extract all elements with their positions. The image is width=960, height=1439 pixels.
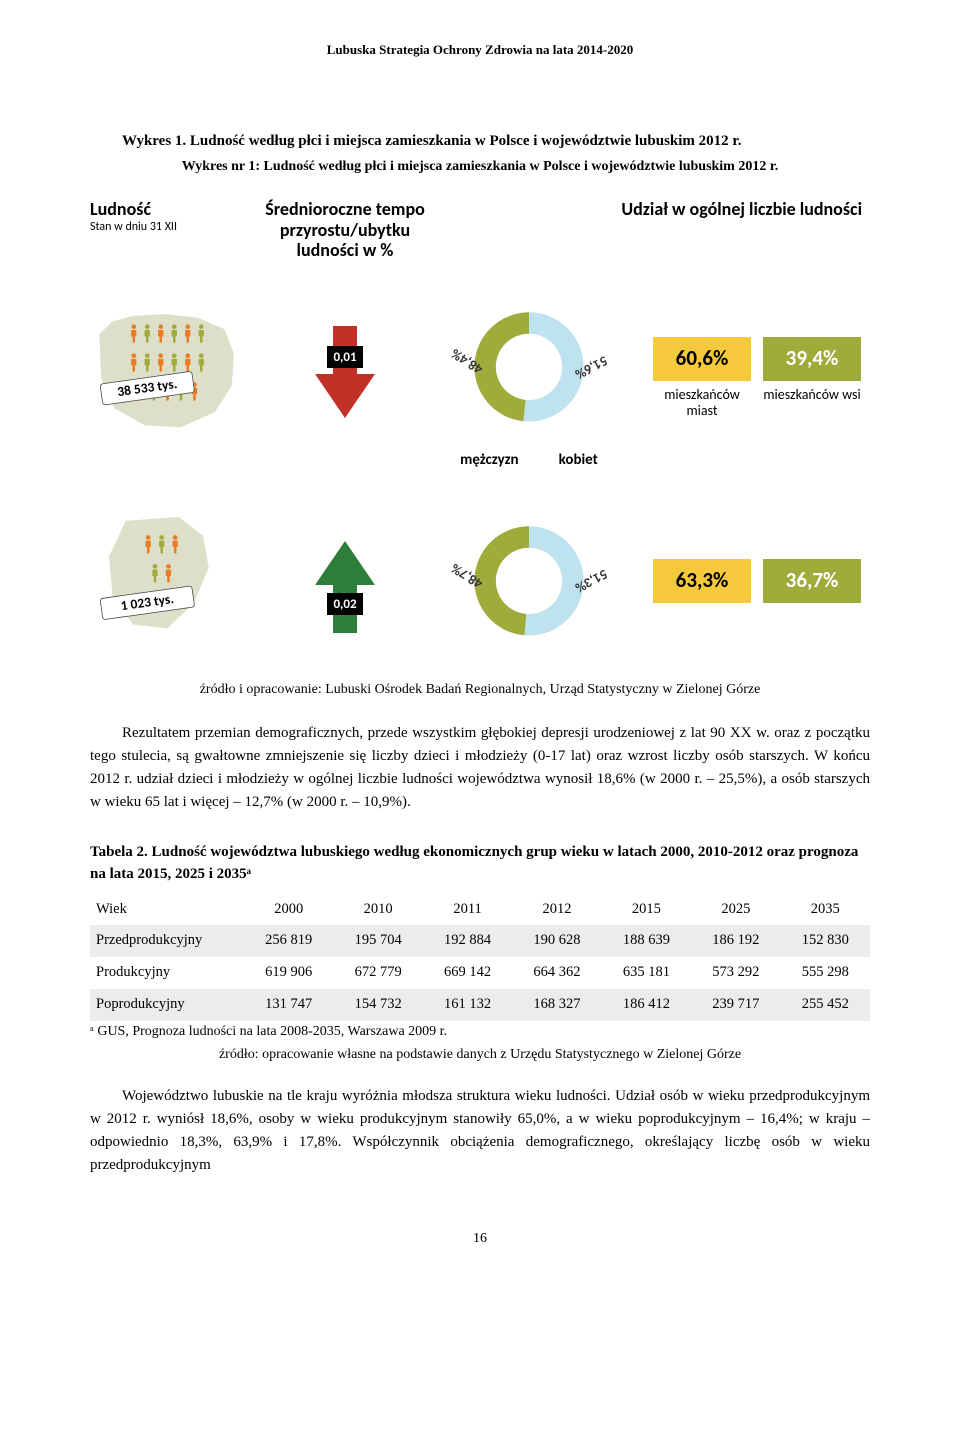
figure-subcaption: Wykres nr 1: Ludność według płci i miejs… <box>90 156 870 177</box>
table-cell: 154 732 <box>333 989 422 1021</box>
infographic-rows: 38 533 tys. 0,01 48,4%51,6% mężczyzn kobiet 6… <box>90 285 870 663</box>
population-table: Wiek2000201020112012201520252035 Przedpr… <box>90 894 870 1021</box>
table-header-cell: 2025 <box>691 894 780 926</box>
urban-rural-boxes: 60,6% 39,4% mieszkańców miast mieszkańców w… <box>653 337 863 419</box>
svg-text:0,02: 0,02 <box>333 597 357 612</box>
table-row: Poprodukcyjny131 747154 732161 132168 32… <box>90 989 870 1021</box>
table-cell: 669 142 <box>423 957 512 989</box>
table-row: Przedprodukcyjny256 819195 704192 884190… <box>90 925 870 957</box>
page-number: 16 <box>90 1228 870 1249</box>
table-cell: 186 192 <box>691 925 780 957</box>
map-lubuskie: 1 023 tys. <box>90 510 245 653</box>
table-cell: 186 412 <box>602 989 691 1021</box>
infographic-row: 1 023 tys. 0,02 48,7%51,3% 63,3% 36,7% <box>90 499 870 663</box>
table-cell: 168 327 <box>512 989 601 1021</box>
infographic-header-row: Ludność Stan w dniu 31 XII Średnioroczne… <box>90 199 870 261</box>
arrow-up-icon: 0,02 <box>255 521 435 641</box>
table-cell: 188 639 <box>602 925 691 957</box>
table-footnote: ᵃ GUS, Prognoza ludności na lata 2008-20… <box>90 1021 870 1042</box>
table-header-cell: 2000 <box>244 894 333 926</box>
table-cell: 131 747 <box>244 989 333 1021</box>
rural-pct-box: 39,4% <box>763 337 861 381</box>
table-cell: 672 779 <box>333 957 422 989</box>
table-header-cell: 2011 <box>423 894 512 926</box>
table-cell: 635 181 <box>602 957 691 989</box>
table-cell: Przedprodukcyjny <box>90 925 244 957</box>
label-male: mężczyzn <box>460 449 518 472</box>
donut-chart: 48,4%51,6% <box>451 285 607 441</box>
table-cell: Produkcyjny <box>90 957 244 989</box>
table-cell: 195 704 <box>333 925 422 957</box>
gender-share-section: 48,4%51,6% mężczyzn kobiet 60,6% 39,4% mieszk… <box>445 285 870 471</box>
urban-pct-box: 60,6% <box>653 337 751 381</box>
col-b-head: Średnioroczne tempo przyrostu/ubytku lud… <box>255 199 435 261</box>
table-cell: 619 906 <box>244 957 333 989</box>
running-header: Lubuska Strategia Ochrony Zdrowia na lat… <box>90 40 870 60</box>
table-cell: 190 628 <box>512 925 601 957</box>
table-cell: 192 884 <box>423 925 512 957</box>
svg-text:0,01: 0,01 <box>333 350 357 365</box>
label-female: kobiet <box>559 449 598 472</box>
col-c-head: Udział w ogólnej liczbie ludności <box>445 199 870 220</box>
map-poland: 38 533 tys. <box>90 307 245 450</box>
table-cell: Poprodukcyjny <box>90 989 244 1021</box>
table-caption: Tabela 2. Ludność województwa lubuskiego… <box>90 841 870 886</box>
table-header-cell: Wiek <box>90 894 244 926</box>
table-cell: 573 292 <box>691 957 780 989</box>
col-a-head: Ludność <box>90 199 245 220</box>
infographic-row: 38 533 tys. 0,01 48,4%51,6% mężczyzn kobiet 6… <box>90 285 870 471</box>
urban-pct-box: 63,3% <box>653 559 751 603</box>
table-cell: 152 830 <box>781 925 870 957</box>
table-header-cell: 2015 <box>602 894 691 926</box>
table-header-cell: 2012 <box>512 894 601 926</box>
rural-pct-box: 36,7% <box>763 559 861 603</box>
table-header-cell: 2010 <box>333 894 422 926</box>
donut-chart: 48,7%51,3% <box>451 499 607 655</box>
table-cell: 255 452 <box>781 989 870 1021</box>
table-cell: 239 717 <box>691 989 780 1021</box>
table-cell: 161 132 <box>423 989 512 1021</box>
urban-label: mieszkańców miast <box>653 387 751 419</box>
table-cell: 664 362 <box>512 957 601 989</box>
gender-share-section: 48,7%51,3% 63,3% 36,7% <box>445 499 870 663</box>
col-a-sub: Stan w dniu 31 XII <box>90 220 245 234</box>
table-source: źródło: opracowanie własne na podstawie … <box>90 1044 870 1065</box>
table-header-cell: 2035 <box>781 894 870 926</box>
urban-rural-boxes: 63,3% 36,7% <box>653 559 863 603</box>
table-cell: 256 819 <box>244 925 333 957</box>
table-row: Produkcyjny619 906672 779669 142664 3626… <box>90 957 870 989</box>
figure-caption: Wykres 1. Ludność według płci i miejsca … <box>90 130 870 153</box>
paragraph-1: Rezultatem przemian demograficznych, prz… <box>90 722 870 815</box>
table-cell: 555 298 <box>781 957 870 989</box>
rural-label: mieszkańców wsi <box>763 387 861 419</box>
figure-source: źródło i opracowanie: Lubuski Ośrodek Ba… <box>90 679 870 700</box>
arrow-down-icon: 0,01 <box>255 318 435 438</box>
paragraph-2: Województwo lubuskie na tle kraju wyróżn… <box>90 1085 870 1178</box>
